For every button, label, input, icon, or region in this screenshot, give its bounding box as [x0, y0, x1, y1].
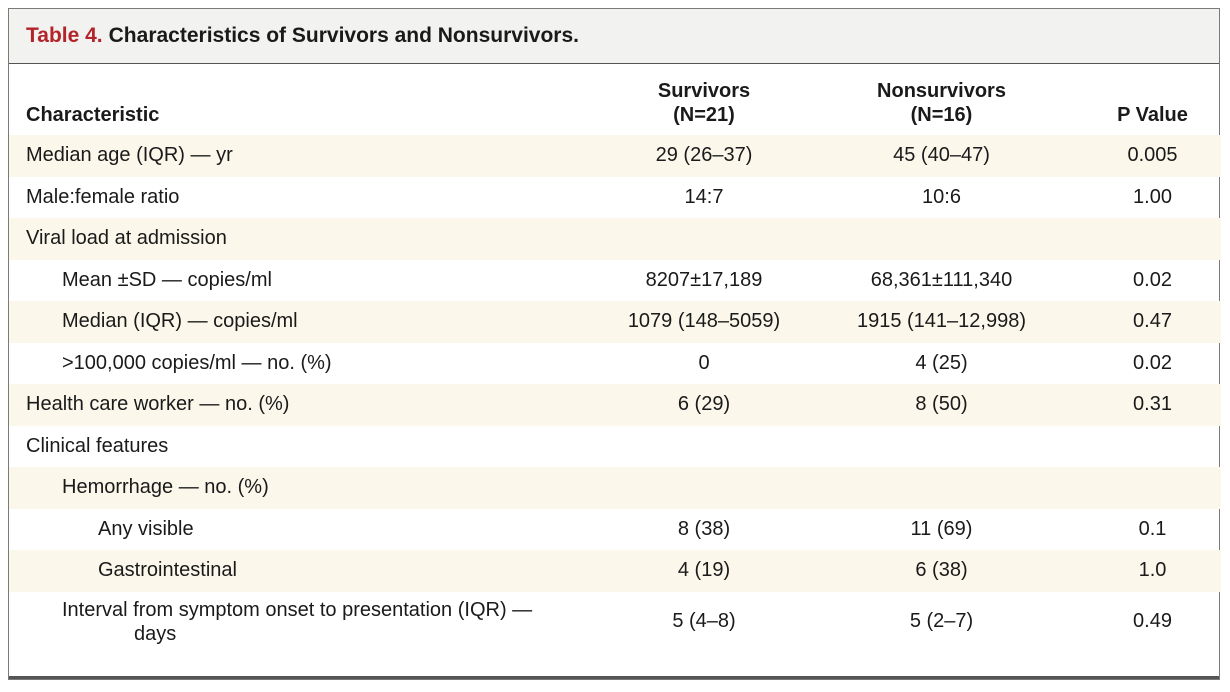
- header-nonsurvivors-line1: Nonsurvivors: [877, 80, 1006, 102]
- survivors-value: 5 (4–8): [672, 610, 736, 632]
- bottom-rule: [9, 676, 1219, 679]
- nonsurvivors-value: [799, 426, 1084, 468]
- header-survivors-line2: (N=21): [673, 104, 735, 126]
- survivors-value: 6 (29): [609, 384, 799, 426]
- row-label: Hemorrhage — no. (%): [9, 467, 609, 509]
- survivors-value: 0: [698, 351, 710, 374]
- nonsurvivors-value: [799, 218, 1084, 260]
- p-value: 0.31: [1084, 384, 1221, 426]
- survivors-value: 4 (19): [609, 550, 799, 592]
- header-nonsurvivors-line2: (N=16): [910, 104, 973, 126]
- header-row: Characteristic Survivors (N=21) Nonsurvi…: [9, 64, 1221, 135]
- row-label: >100,000 copies/ml — no. (%): [62, 351, 332, 374]
- table-row: Hemorrhage — no. (%): [9, 467, 1221, 509]
- p-value: 0.02: [1133, 351, 1172, 374]
- table-row: Gastrointestinal 4 (19) 6 (38) 1.0: [9, 550, 1221, 592]
- p-value: 1.0: [1084, 550, 1221, 592]
- row-label: Gastrointestinal: [9, 550, 609, 592]
- row-label: Clinical features: [26, 434, 169, 457]
- table-row: >100,000 copies/ml — no. (%) 0 4 (25) 0.…: [9, 343, 1221, 385]
- row-label: Mean ±SD — copies/ml: [62, 268, 272, 291]
- survivors-value: 14:7: [684, 185, 724, 208]
- nonsurvivors-value: 45 (40–47): [799, 135, 1084, 177]
- survivors-value: [609, 467, 799, 509]
- nonsurvivors-value: 68,361±111,340: [870, 268, 1013, 291]
- p-value: 0.47: [1084, 301, 1221, 343]
- row-label: Viral load at admission: [9, 218, 609, 260]
- row-label: Interval from symptom onset to presentat…: [9, 592, 609, 652]
- p-value: 1.00: [1133, 185, 1172, 208]
- header-characteristic: Characteristic: [26, 104, 160, 126]
- table-row: Interval from symptom onset to presentat…: [9, 592, 1221, 652]
- row-label: Median age (IQR) — yr: [9, 135, 609, 177]
- characteristics-table: Characteristic Survivors (N=21) Nonsurvi…: [9, 64, 1221, 652]
- row-label: Any visible: [98, 517, 194, 540]
- p-value: [1084, 426, 1221, 468]
- nonsurvivors-value: 4 (25): [915, 351, 968, 374]
- survivors-value: 8207±17,189: [645, 268, 763, 291]
- table-row: Male:female ratio 14:7 10:6 1.00: [9, 177, 1221, 219]
- nonsurvivors-value: 6 (38): [799, 550, 1084, 592]
- nonsurvivors-value: 10:6: [922, 185, 961, 208]
- table-row: Median (IQR) — copies/ml 1079 (148–5059)…: [9, 301, 1221, 343]
- row-label-line1: Interval from symptom onset to presentat…: [62, 598, 533, 621]
- survivors-value: 1079 (148–5059): [609, 301, 799, 343]
- table-row: Mean ±SD — copies/ml 8207±17,189 68,361±…: [9, 260, 1221, 302]
- header-pvalue: P Value: [1117, 104, 1188, 126]
- survivors-value: 29 (26–37): [609, 135, 799, 177]
- table-row: Any visible 8 (38) 11 (69) 0.1: [9, 509, 1221, 551]
- table-title: Characteristics of Survivors and Nonsurv…: [108, 24, 579, 47]
- p-value: 0.02: [1133, 268, 1172, 291]
- header-survivors-line1: Survivors: [657, 80, 751, 102]
- table-frame: Table 4. Characteristics of Survivors an…: [8, 8, 1221, 680]
- nonsurvivors-value: 8 (50): [799, 384, 1084, 426]
- nonsurvivors-value: 11 (69): [910, 517, 973, 540]
- table-title-bar: Table 4. Characteristics of Survivors an…: [9, 9, 1219, 64]
- p-value: 0.1: [1138, 517, 1167, 540]
- table-row: Health care worker — no. (%) 6 (29) 8 (5…: [9, 384, 1221, 426]
- survivors-value: 8 (38): [677, 517, 731, 540]
- row-label: Male:female ratio: [26, 185, 180, 208]
- p-value: 0.005: [1084, 135, 1221, 177]
- nonsurvivors-value: [799, 467, 1084, 509]
- table-row: Viral load at admission: [9, 218, 1221, 260]
- row-label-line2: days: [134, 622, 177, 645]
- survivors-value: [609, 218, 799, 260]
- table-number: Table 4.: [26, 24, 103, 47]
- table-row: Clinical features: [9, 426, 1221, 468]
- row-label: Median (IQR) — copies/ml: [9, 301, 609, 343]
- survivors-value: [609, 426, 799, 468]
- table-row: Median age (IQR) — yr 29 (26–37) 45 (40–…: [9, 135, 1221, 177]
- p-value: 0.49: [1133, 610, 1172, 632]
- nonsurvivors-value: 5 (2–7): [909, 610, 974, 632]
- p-value: [1084, 218, 1221, 260]
- header-nonsurvivors: Nonsurvivors (N=16): [799, 64, 1084, 135]
- nonsurvivors-value: 1915 (141–12,998): [799, 301, 1084, 343]
- p-value: [1084, 467, 1221, 509]
- header-survivors: Survivors (N=21): [609, 64, 799, 135]
- row-label: Health care worker — no. (%): [9, 384, 609, 426]
